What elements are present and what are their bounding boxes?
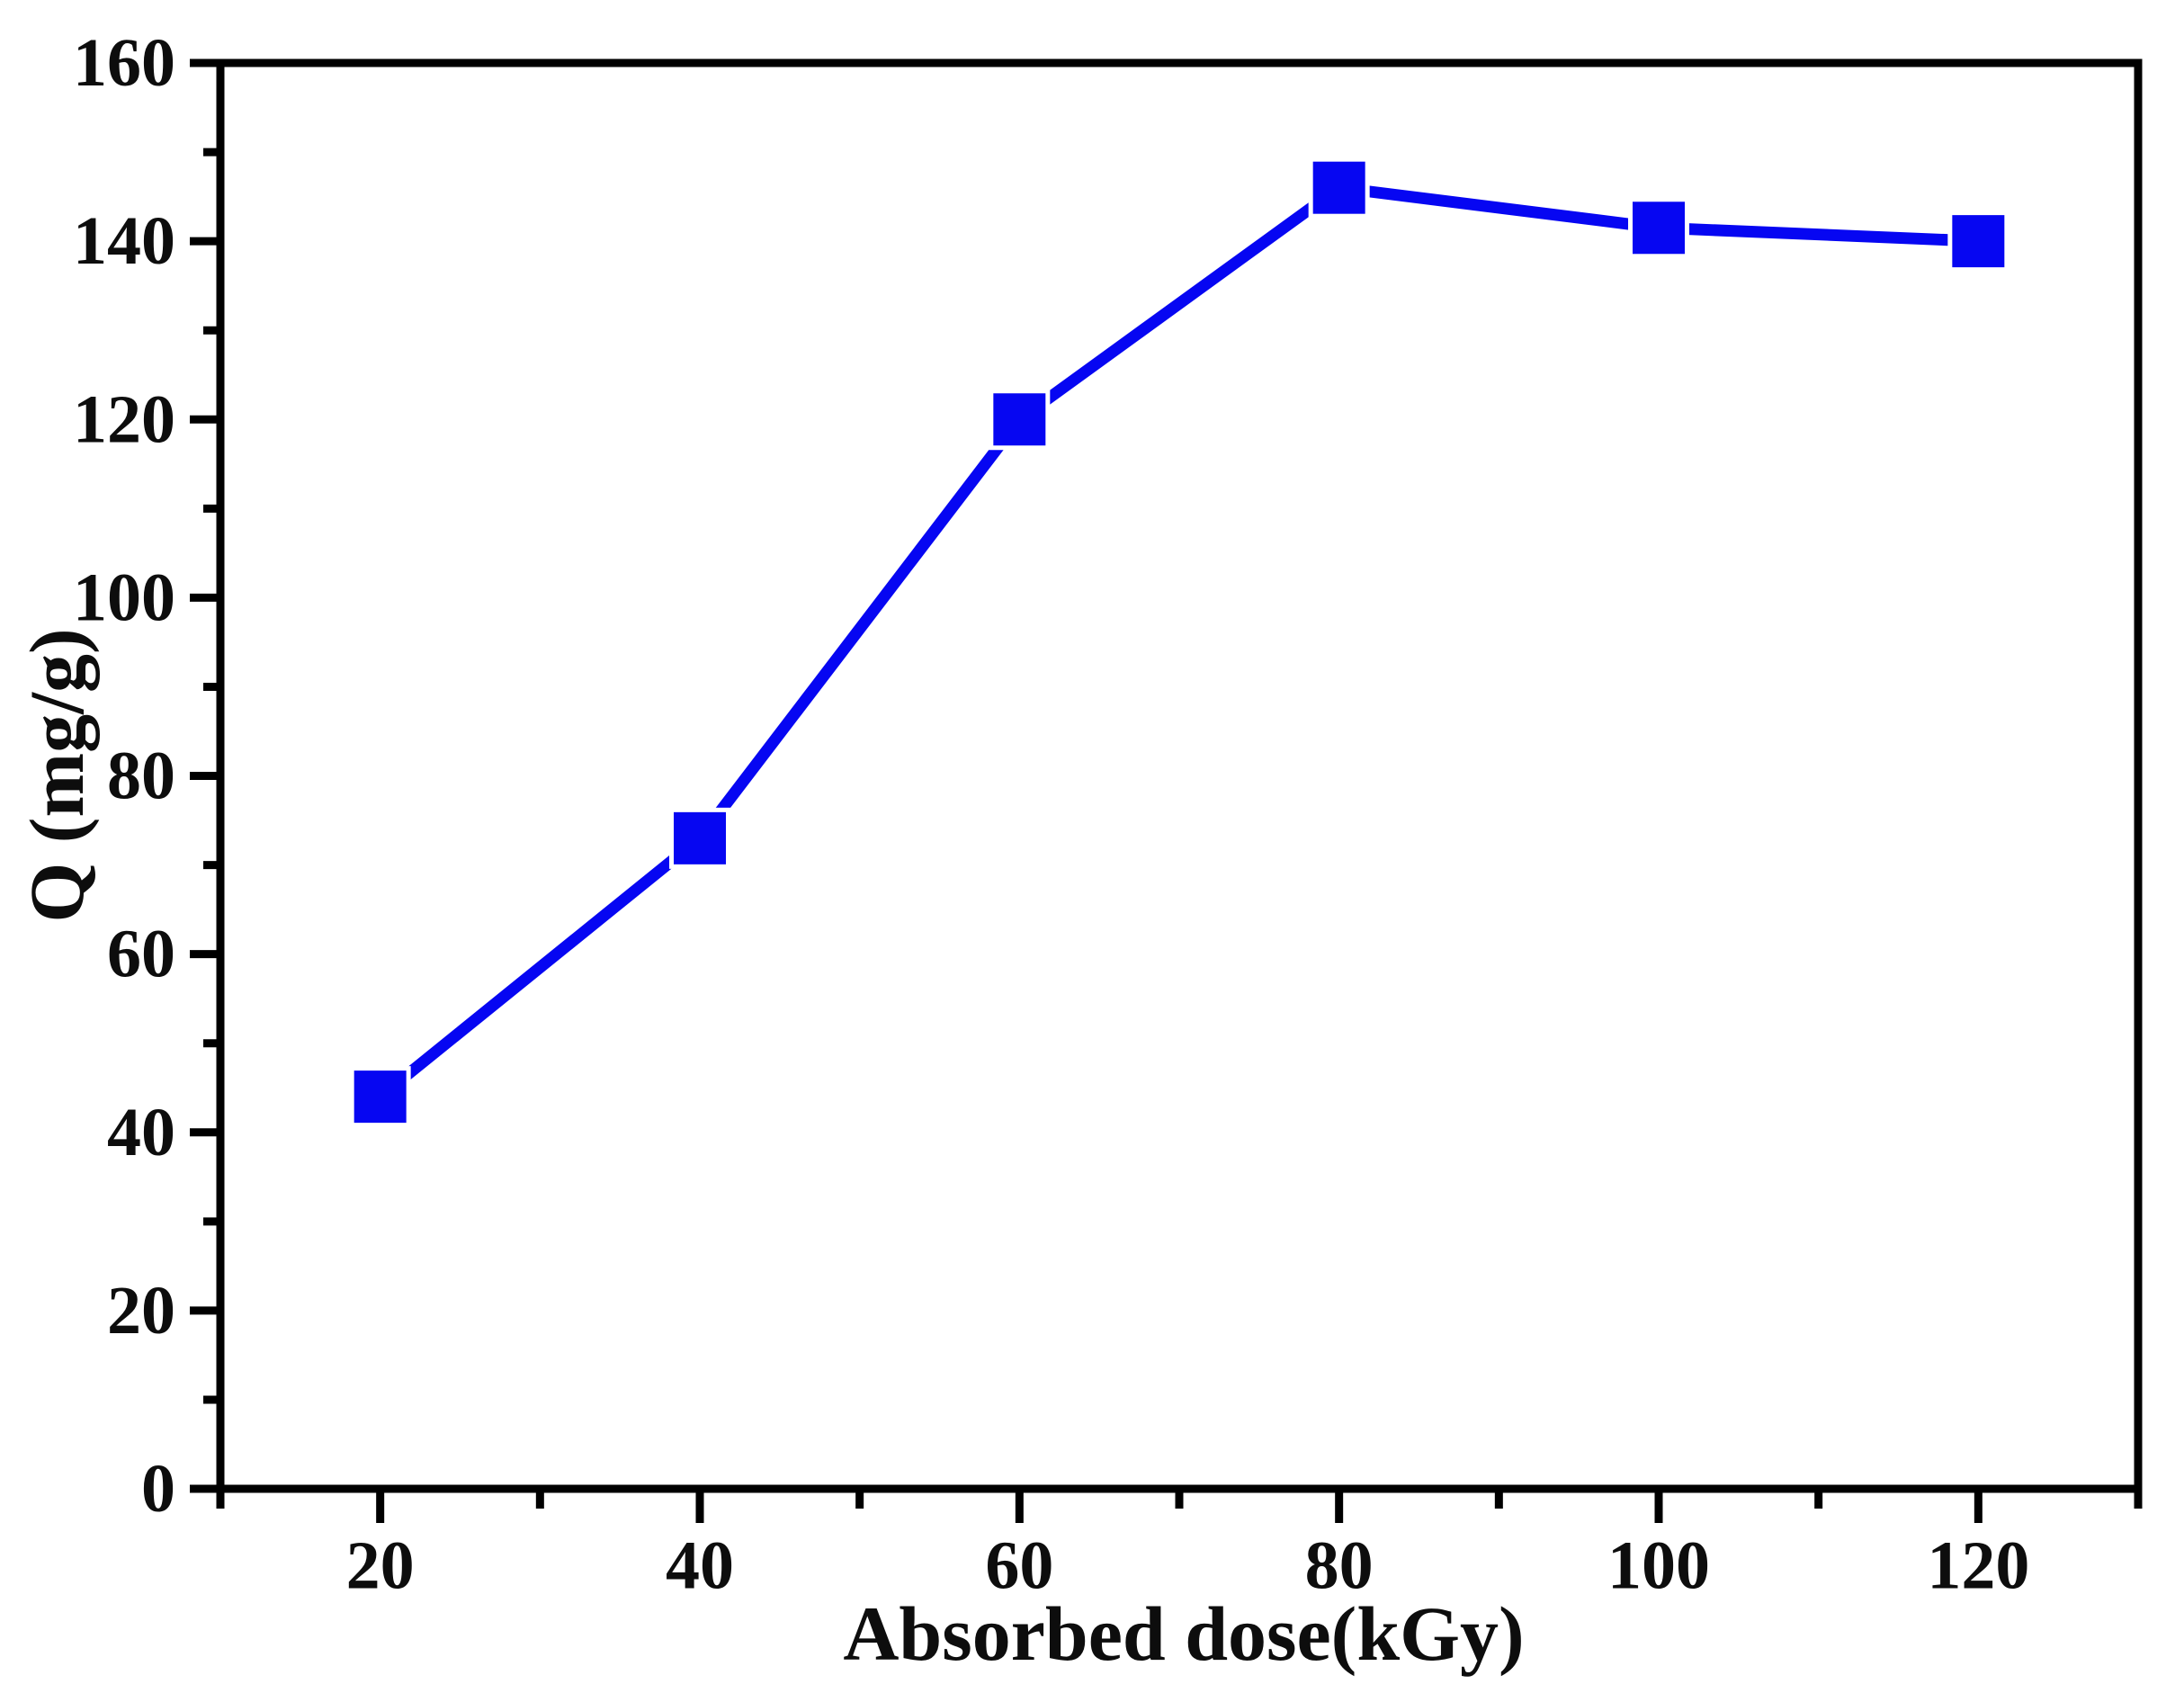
series-line: [376, 182, 1979, 1102]
axes-layer: [190, 58, 2143, 1523]
y-tick-label: 160: [73, 25, 175, 101]
data-point-marker: [1628, 197, 1689, 259]
x-tick-label: 60: [985, 1528, 1053, 1604]
y-tick-label: 0: [141, 1451, 175, 1527]
data-point-marker: [669, 807, 730, 869]
y-axis-title: Q (mg/g): [13, 628, 100, 922]
x-tick-label: 20: [346, 1528, 415, 1604]
y-tick-label: 20: [107, 1273, 175, 1348]
y-tick-label: 120: [73, 381, 175, 457]
data-point-marker: [989, 389, 1051, 451]
data-point-marker: [1308, 157, 1370, 219]
x-tick-label: 100: [1607, 1528, 1710, 1604]
plot-frame: [216, 58, 2143, 1493]
y-tick-label: 140: [73, 203, 175, 279]
data-point-marker: [349, 1066, 411, 1128]
series-layer: [349, 157, 2009, 1128]
y-tick-label: 100: [73, 560, 175, 635]
tick-label-layer: 20 40 60 80 100 120 0 20 40 60 80 100 120 140 160: [73, 25, 2029, 1604]
y-tick-label: 60: [107, 917, 175, 992]
data-point-marker: [1947, 210, 2009, 273]
x-axis-title: Absorbed dose(kGy): [843, 1590, 1524, 1677]
x-tick-label: 40: [666, 1528, 734, 1604]
x-tick-label: 80: [1305, 1528, 1374, 1604]
x-tick-label: 120: [1927, 1528, 2029, 1604]
y-tick-label: 80: [107, 739, 175, 814]
y-tick-label: 40: [107, 1095, 175, 1170]
